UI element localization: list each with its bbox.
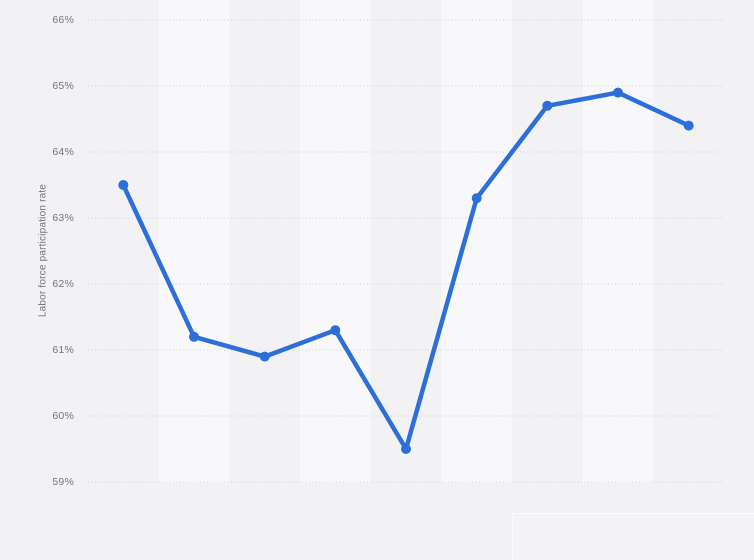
y-tick-label: 60% <box>52 410 74 422</box>
data-point-marker[interactable] <box>330 325 341 336</box>
data-point-marker[interactable] <box>683 120 694 131</box>
y-tick-label: 59% <box>52 476 74 488</box>
horizontal-gridlines <box>88 19 724 483</box>
y-tick-label: 65% <box>52 80 74 92</box>
data-point-marker[interactable] <box>189 331 199 342</box>
plot-alternating-bands <box>158 0 654 483</box>
y-tick-label: 62% <box>52 278 74 290</box>
data-point-marker[interactable] <box>542 100 553 111</box>
data-point-marker[interactable] <box>118 180 129 190</box>
plot-band <box>300 0 371 483</box>
y-tick-label: 64% <box>52 146 74 158</box>
data-point-marker[interactable] <box>613 87 623 98</box>
plot-band <box>582 0 654 483</box>
y-tick-label: 63% <box>52 212 74 224</box>
data-point-marker[interactable] <box>401 444 411 454</box>
labor-force-series <box>118 87 694 454</box>
plot-band <box>441 0 512 483</box>
y-tick-label: 61% <box>52 344 74 356</box>
background-artifact-rect <box>512 513 754 560</box>
plot-band <box>158 0 230 483</box>
y-axis-title: Labor force participation rate <box>37 183 49 318</box>
data-point-marker[interactable] <box>471 193 482 204</box>
data-point-marker[interactable] <box>259 351 270 362</box>
y-tick-label: 66% <box>52 14 74 26</box>
